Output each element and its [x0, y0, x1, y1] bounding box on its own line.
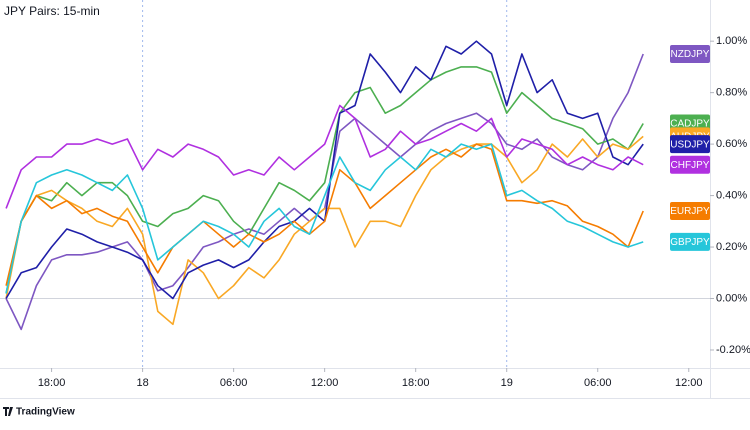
brand-logo: TradingView [3, 407, 75, 418]
y-tick-label: 1.00% [716, 35, 747, 47]
series-tag-label: CADJPY [670, 119, 710, 130]
series-tag: EURJPY [670, 202, 710, 221]
x-tick-label: 12:00 [675, 377, 703, 389]
series-line [5, 40, 644, 300]
series-line [5, 104, 644, 209]
series-tag-box [670, 155, 710, 174]
brand-name: TradingView [16, 407, 75, 418]
series-tag-box [670, 135, 710, 154]
x-tick-label: 18:00 [402, 377, 430, 389]
series-tag: CHFJPY [670, 155, 710, 174]
brand-icon [3, 407, 13, 416]
series-line [5, 53, 644, 331]
series-tags: NZDJPYCADJPYAUDJPYUSDJPYCHFJPYEURJPYGBPJ… [670, 45, 710, 251]
y-tick-label: 0.20% [716, 241, 747, 253]
chart-title: JPY Pairs: 15-min [4, 4, 100, 18]
x-tick-label: 06:00 [584, 377, 612, 389]
y-tick-label: 0.60% [716, 138, 747, 150]
y-tick-label: 0.80% [716, 87, 747, 99]
x-tick-label: 18:00 [38, 377, 66, 389]
x-tick-label: 18 [136, 377, 148, 389]
series-tag-box [670, 45, 710, 64]
series-tag-label: NZDJPY [671, 49, 710, 60]
series-line [5, 143, 644, 286]
y-tick-label: -0.20% [716, 344, 750, 356]
series-tag: GBPJPY [670, 232, 710, 251]
series-tag-label: GBPJPY [670, 237, 710, 248]
series-lines [5, 40, 644, 331]
series-tag: USDJPY [670, 135, 710, 154]
series-tag-box [670, 232, 710, 251]
series-tag: NZDJPY [670, 45, 710, 64]
y-tick-label: 0.00% [716, 292, 747, 304]
x-tick-label: 19 [501, 377, 513, 389]
x-tick-label: 06:00 [220, 377, 248, 389]
series-tag-box [670, 202, 710, 221]
series-line [5, 143, 644, 294]
series-tag-label: USDJPY [670, 139, 710, 150]
x-tick-label: 12:00 [311, 377, 339, 389]
series-line [5, 66, 644, 294]
y-tick-label: 0.40% [716, 189, 747, 201]
series-line [5, 135, 644, 326]
series-tag-label: CHFJPY [671, 160, 710, 171]
series-tag-label: EURJPY [670, 206, 710, 217]
